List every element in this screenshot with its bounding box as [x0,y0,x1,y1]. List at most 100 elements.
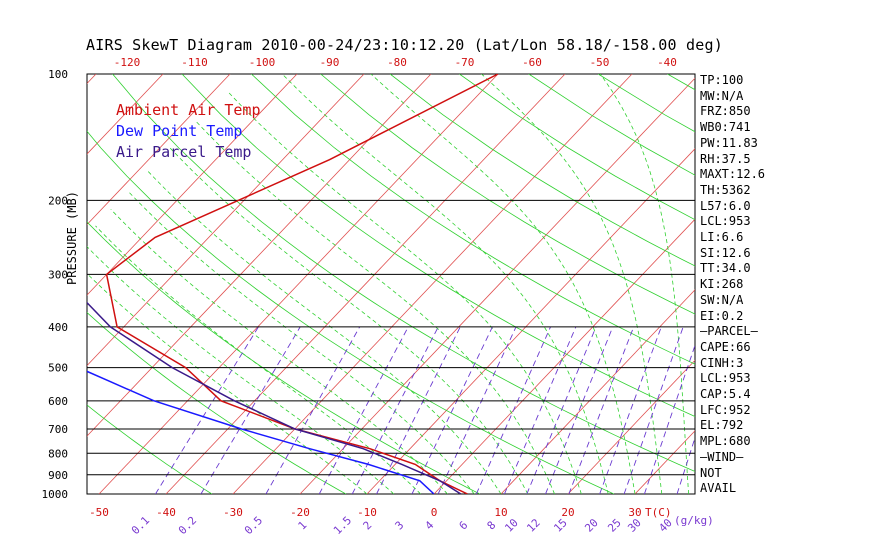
bottom-temp-tick-label: 20 [561,506,574,519]
index-item: CAP:5.4 [700,387,751,402]
mixing-ratio-line [526,326,597,494]
mixing-ratio-label: 4 [423,518,437,532]
dry-adiabat-line [459,74,695,221]
mixing-ratio-line [265,326,361,494]
top-temp-tick-label: -70 [455,56,475,69]
isotherm-line [567,359,695,494]
index-item: EL:792 [700,418,744,433]
mixing-ratio-label: 20 [582,516,601,535]
bottom-temp-tick-label: -10 [357,506,377,519]
isotherm-line [769,74,870,494]
mixing-ratio-line [623,326,684,494]
legend: Ambient Air Temp Dew Point Temp Air Parc… [116,100,261,163]
bottom-temp-tick-label: 0 [431,506,438,519]
bottom-temp-tick-label: -40 [156,506,176,519]
mixing-ratio-label: 6 [457,519,471,533]
legend-air-parcel-temp: Air Parcel Temp [116,143,252,161]
moist-adiabat-line [370,74,636,494]
mixing-ratio-label: 1 [296,519,310,533]
moist-adiabat-line [227,91,582,494]
legend-dew-point-temp: Dew Point Temp [116,122,243,140]
index-item: FRZ:850 [700,104,751,119]
mixing-ratio-label: 0.5 [242,514,265,537]
chart-title: AIRS SkewT Diagram 2010-00-24/23:10:12.2… [86,36,723,54]
isotherm-line [366,148,695,494]
index-item: MPL:680 [700,434,751,449]
mixing-ratio-label: 10 [502,516,521,535]
mixing-ratio-line [411,326,493,494]
dry-adiabat-line [87,221,481,494]
isotherm-line [87,74,231,226]
dry-adiabat-line [112,74,695,472]
mixing-ratio-label: 0.2 [176,514,199,537]
mixing-ratio-line [568,326,635,494]
mixing-ratio-line [351,326,439,494]
index-item: —WIND— [700,449,744,464]
index-item: MW:N/A [700,88,744,103]
isotherm-line [836,74,870,494]
index-item: SW:N/A [700,292,744,307]
dry-adiabat-line [181,74,695,417]
moist-adiabat-line [87,273,368,494]
bottom-temp-tick-label: 30 [628,506,641,519]
index-item: LFC:952 [700,402,751,417]
dry-adiabat-line [320,74,695,315]
mixing-ratio-line [475,326,551,494]
mixing-ratio-label: 15 [551,516,570,535]
top-temp-tick-label: -90 [320,56,340,69]
pressure-tick-label: 200 [48,194,68,207]
index-item: L57:6.0 [700,198,751,213]
top-temp-tick-label: -60 [522,56,542,69]
index-item: LCL:953 [700,214,751,229]
index-item: CAPE:66 [700,339,751,354]
moist-adiabat-line [127,190,475,494]
mixing-ratio-label: 3 [393,519,407,533]
moist-adiabat-line [281,74,609,494]
mixing-ratio-line [318,326,409,494]
dry-adiabat-line [806,74,870,494]
mixing-ratio-line [643,344,695,494]
index-item: TH:5362 [700,182,751,197]
pressure-tick-label: 1000 [42,488,69,501]
index-item: TT:34.0 [700,261,751,276]
indices-panel: TP:100 MW:N/A FRZ:850 WB0:741 PW:11.83 RH:37.… [700,73,765,497]
mixing-ratio-line [545,326,614,494]
isotherm-line [500,289,695,494]
index-item: TP:100 [700,73,744,87]
series-line-1 [87,370,435,494]
plot-frame [86,73,696,495]
mixing-ratio-label: 1.5 [331,514,354,537]
mixing-ratio-label: 30 [625,516,644,535]
y-axis-label: PRESSURE (MB) [65,191,79,285]
top-temp-tick-label: -80 [387,56,407,69]
isotherm-line [87,74,365,367]
isotherm-line [87,74,298,296]
mixing-ratio-line [504,326,577,494]
isotherm-line [433,218,695,494]
legend-ambient-air-temp: Ambient Air Temp [116,101,261,119]
dry-adiabat-line [87,404,213,494]
bottom-temp-tick-label: -50 [89,506,109,519]
moist-adiabat-line [147,170,502,494]
isotherm-line [0,74,29,494]
pressure-tick-label: 400 [48,321,68,334]
mixing-ratio-label: 40 [656,516,675,535]
mixing-ratio-line [376,326,461,494]
dry-adiabat-line [87,312,347,494]
top-temp-tick-label: -120 [114,56,141,69]
moist-adiabat-line [110,209,448,494]
moist-adiabat-line [95,225,421,494]
top-temp-tick-label: -50 [590,56,610,69]
moist-adiabat-line [481,74,663,494]
pressure-tick-label: 900 [48,469,68,482]
index-item: MAXT:12.6 [700,167,766,182]
mixing-ratio-label: 12 [524,516,543,535]
mixing-ratio-line [155,326,259,494]
mixing-ratio-unit: (g/kg) [674,514,714,527]
bottom-temp-unit: T(C) [645,506,672,519]
index-item: SI:12.6 [700,245,751,260]
isotherm-line [87,74,432,437]
isotherm-line [299,77,695,494]
top-temp-tick-label: -110 [181,56,208,69]
